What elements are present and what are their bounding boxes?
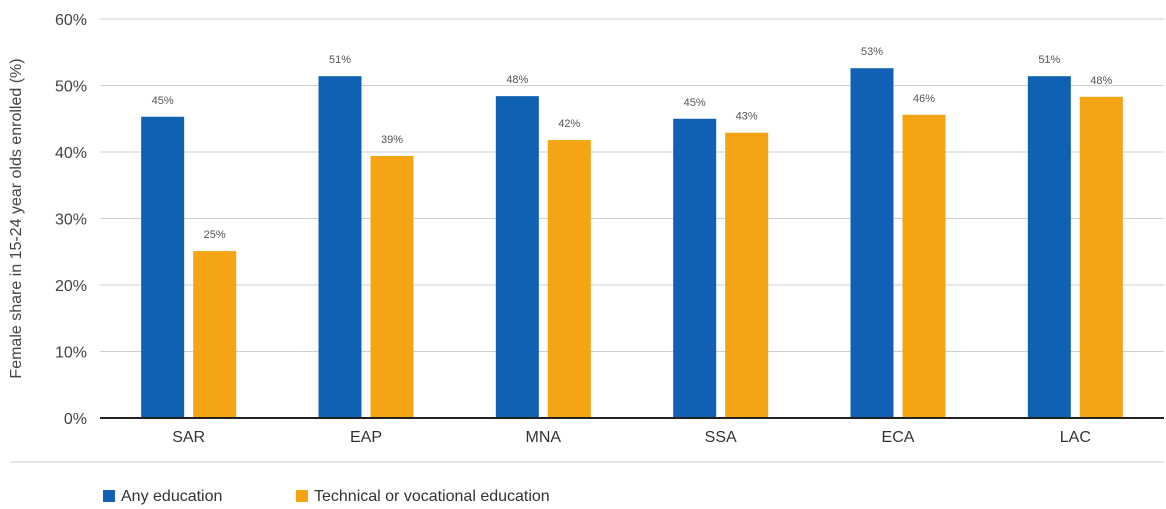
bar-mna-any-education: [495, 96, 539, 418]
bar-eca-any-education: [850, 68, 894, 419]
y-axis-label: Female share in 15-24 year olds enrolled…: [8, 58, 25, 378]
x-tick-label: SAR: [172, 429, 205, 446]
bar-eap-technical-vocational: [370, 155, 414, 419]
data-label: 43%: [736, 111, 758, 123]
bar-lac-any-education: [1027, 76, 1071, 418]
x-tick-label: MNA: [526, 429, 562, 446]
y-tick-label: 60%: [55, 12, 87, 29]
x-tick-label: LAC: [1060, 429, 1091, 446]
bar-eap-any-education: [318, 76, 362, 418]
legend-label: Technical or vocational education: [314, 488, 550, 505]
x-tick-label: ECA: [882, 429, 915, 446]
y-tick-label: 40%: [55, 145, 87, 162]
gridlines: [100, 18, 1164, 352]
data-label: 48%: [1090, 75, 1112, 87]
y-tick-label: 0%: [64, 411, 87, 428]
data-label: 45%: [684, 97, 706, 109]
data-labels: 45% 25% 51% 39% 48% 42% 45% 43% 53% 46% 51% 48%: [152, 46, 1113, 241]
data-label: 53%: [861, 46, 883, 58]
bar-mna-technical-vocational: [547, 140, 591, 418]
data-label: 25%: [204, 229, 226, 241]
y-tick-label: 10%: [55, 345, 87, 362]
y-tick-label: 20%: [55, 278, 87, 295]
data-label: 48%: [506, 74, 528, 86]
data-label: 45%: [152, 95, 174, 107]
legend-label: Any education: [121, 488, 222, 505]
bar-ssa-technical-vocational: [725, 132, 769, 418]
bar-sar-technical-vocational: [193, 251, 237, 418]
bar-eca-technical-vocational: [902, 114, 946, 418]
x-tick-label: EAP: [350, 429, 382, 446]
bars: [141, 68, 1123, 419]
x-axis-ticks: SAR EAP MNA SSA ECA LAC: [172, 429, 1091, 446]
data-label: 42%: [558, 118, 580, 130]
data-label: 51%: [329, 54, 351, 66]
x-tick-label: SSA: [705, 429, 737, 446]
bar-ssa-any-education: [673, 118, 717, 418]
bar-lac-technical-vocational: [1079, 96, 1123, 419]
legend: Any education Technical or vocational edu…: [103, 488, 550, 505]
legend-swatch: [103, 490, 115, 502]
bar-sar-any-education: [141, 116, 185, 418]
y-tick-label: 50%: [55, 79, 87, 96]
data-label: 51%: [1038, 54, 1060, 66]
y-tick-label: 30%: [55, 212, 87, 229]
data-label: 39%: [381, 134, 403, 146]
y-axis-ticks: 0% 10% 20% 30% 40% 50% 60%: [55, 12, 87, 428]
data-label: 46%: [913, 93, 935, 105]
legend-swatch: [296, 490, 308, 502]
